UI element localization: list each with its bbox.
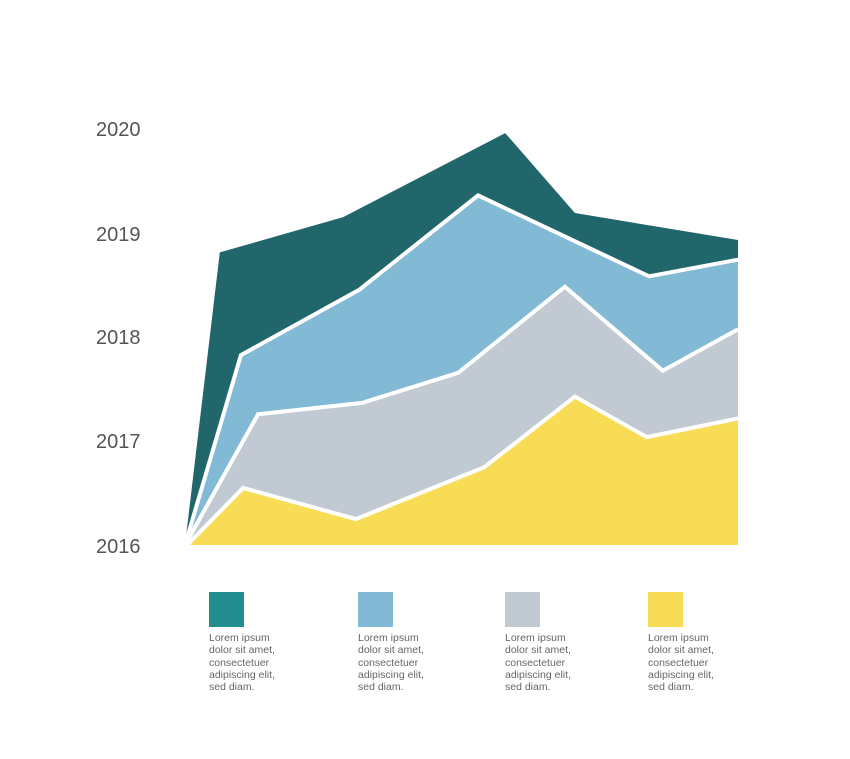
y-tick-label: 2019 <box>96 224 141 246</box>
y-tick-label: 2018 <box>96 327 141 349</box>
series-edge-line-1 <box>183 193 739 546</box>
legend-item: Lorem ipsum dolor sit amet, consectetuer… <box>505 592 605 693</box>
legend-text: Lorem ipsum dolor sit amet, consectetuer… <box>209 632 275 694</box>
legend-swatch <box>209 592 244 627</box>
legend-item: Lorem ipsum dolor sit amet, consectetuer… <box>648 592 748 693</box>
legend-swatch <box>358 592 393 627</box>
y-tick-label: 2016 <box>96 536 141 558</box>
series-edge-line-2 <box>183 284 739 546</box>
legend-text: Lorem ipsum dolor sit amet, consectetuer… <box>648 632 714 694</box>
legend-item: Lorem ipsum dolor sit amet, consectetuer… <box>209 592 309 693</box>
y-tick-label: 2020 <box>96 119 141 141</box>
y-tick-label: 2017 <box>96 431 141 453</box>
area-series-3 <box>187 396 738 545</box>
legend-text: Lorem ipsum dolor sit amet, consectetuer… <box>358 632 424 694</box>
legend-text: Lorem ipsum dolor sit amet, consectetuer… <box>505 632 571 694</box>
legend-swatch <box>505 592 540 627</box>
legend-item: Lorem ipsum dolor sit amet, consectetuer… <box>358 592 458 693</box>
series-edge-line-3 <box>185 394 739 547</box>
legend-swatch <box>648 592 683 627</box>
